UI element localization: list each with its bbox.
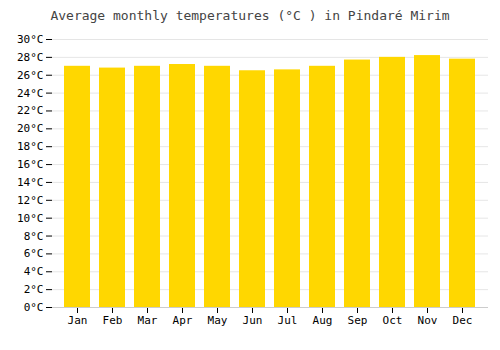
svg-text:Jun: Jun <box>243 314 263 327</box>
svg-text:10°C: 10°C <box>17 212 44 225</box>
svg-text:26°C: 26°C <box>17 69 44 82</box>
svg-text:18°C: 18°C <box>17 140 44 153</box>
svg-text:Jul: Jul <box>278 314 298 327</box>
html-text:Average monthly temperatures (: Average monthly temperatures (°C ) in Pi… <box>50 8 450 23</box>
svg-text:Feb: Feb <box>103 314 123 327</box>
svg-text:Nov: Nov <box>418 314 438 327</box>
svg-text:20°C: 20°C <box>17 122 44 135</box>
svg-text:8°C: 8°C <box>24 230 44 243</box>
svg-text:Oct: Oct <box>383 314 403 327</box>
svg-text:28°C: 28°C <box>17 51 44 64</box>
svg-text:Aug: Aug <box>313 314 333 327</box>
svg-text:Mar: Mar <box>138 314 158 327</box>
svg-text:16°C: 16°C <box>17 158 44 171</box>
svg-text:14°C: 14°C <box>17 176 44 189</box>
svg-text:30°C: 30°C <box>17 33 44 46</box>
svg-text:Sep: Sep <box>348 314 368 327</box>
svg-text:2°C: 2°C <box>24 283 44 296</box>
svg-text:Apr: Apr <box>173 314 193 327</box>
svg-text:6°C: 6°C <box>24 247 44 260</box>
svg-text:Dec: Dec <box>453 314 473 327</box>
svg-text:22°C: 22°C <box>17 104 44 117</box>
svg-text:0°C: 0°C <box>24 301 44 314</box>
svg-text:24°C: 24°C <box>17 87 44 100</box>
svg-text:Jan: Jan <box>68 314 88 327</box>
svg-text:12°C: 12°C <box>17 194 44 207</box>
svg-text:May: May <box>208 314 228 327</box>
svg-text:4°C: 4°C <box>24 265 44 278</box>
